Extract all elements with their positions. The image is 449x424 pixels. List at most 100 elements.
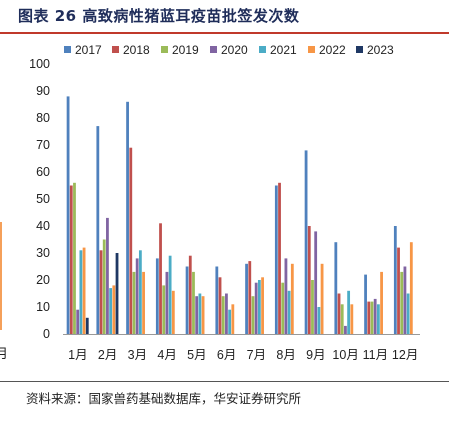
bar-2017-10 <box>334 242 338 334</box>
bar-2022-9 <box>320 263 324 334</box>
bar-2018-1 <box>69 185 73 334</box>
bar-2019-5 <box>192 271 195 334</box>
bar-2017-4 <box>155 258 159 334</box>
bar-2022-4 <box>171 290 175 334</box>
y-tick-label: 80 <box>36 111 50 125</box>
source-rule <box>0 381 449 382</box>
bar-2019-12 <box>400 271 404 334</box>
bar-2017-9 <box>304 150 308 334</box>
legend-label-2018: 2018 <box>123 43 150 57</box>
bar-2018-5 <box>188 255 192 334</box>
bar-2022-3 <box>142 271 145 334</box>
bar-2019-11 <box>370 301 374 334</box>
bar-2021-2 <box>109 288 113 334</box>
bar-2017-7 <box>245 263 248 334</box>
legend-swatch-2019 <box>161 46 168 53</box>
y-tick-label: 70 <box>36 138 50 152</box>
y-tick-label: 30 <box>36 246 50 260</box>
bar-2020-4 <box>165 271 169 334</box>
legend-swatch-2020 <box>210 46 217 53</box>
bar-2019-1 <box>73 182 76 334</box>
bar-2017-2 <box>96 126 100 334</box>
bar-2017-12 <box>393 226 397 334</box>
bar-2017-3 <box>126 101 129 334</box>
bar-2022-6 <box>231 304 235 334</box>
title-rule <box>0 32 449 34</box>
bar-2020-1 <box>76 309 80 334</box>
bar-2023-1 <box>85 317 89 334</box>
bar-2020-5 <box>195 296 199 334</box>
x-tick-label: 3月 <box>128 348 147 362</box>
bar-2021-6 <box>228 309 232 334</box>
y-tick-label: 50 <box>36 192 50 206</box>
bar-2018-2 <box>99 250 103 334</box>
y-tick-label: 0 <box>43 327 50 341</box>
y-tick-label: 90 <box>36 84 50 98</box>
bar-2022-2 <box>112 285 116 334</box>
bar-2020-12 <box>403 266 407 334</box>
bar-2017-11 <box>364 274 367 334</box>
legend-swatch-2017 <box>64 46 71 53</box>
chart-title: 图表 26 高致病性猪蓝耳疫苗批签发次数 <box>18 7 300 25</box>
y-tick-label: 10 <box>36 300 50 314</box>
bar-2022-12 <box>409 242 413 334</box>
bar-2018-12 <box>397 247 400 334</box>
x-tick-label: 7月 <box>247 348 266 362</box>
legend-label-2021: 2021 <box>270 43 297 57</box>
bar-2019-4 <box>162 285 166 334</box>
bar-2021-7 <box>257 280 261 334</box>
left-edge-fragment-bar <box>0 222 2 330</box>
bar-2020-2 <box>106 217 109 334</box>
bar-2021-10 <box>347 290 351 334</box>
x-axis: 1月 2月 3月 4月 5月 6月 7月 8月 9月 10月 11月 12月 <box>63 334 420 362</box>
y-tick-label: 100 <box>29 57 50 71</box>
legend-swatch-2018 <box>112 46 119 53</box>
x-tick-label: 5月 <box>187 348 206 362</box>
bar-2021-9 <box>317 307 321 334</box>
bar-2020-7 <box>254 282 258 334</box>
bar-2021-12 <box>406 293 410 334</box>
bar-2021-5 <box>198 293 202 334</box>
x-tick-label: 2月 <box>98 348 117 362</box>
bar-2022-8 <box>290 263 294 334</box>
x-tick-label: 6月 <box>217 348 236 362</box>
legend-swatch-2023 <box>356 46 363 53</box>
bar-2020-11 <box>373 298 377 334</box>
bar-2018-10 <box>337 293 341 334</box>
bar-2020-6 <box>225 293 228 334</box>
bar-2020-8 <box>284 258 288 334</box>
x-tick-label: 11月 <box>363 348 388 362</box>
bar-2017-8 <box>274 185 278 334</box>
bar-2019-2 <box>102 239 106 334</box>
legend-label-2022: 2022 <box>319 43 346 57</box>
legend: 2017 2018 2019 2020 2021 2022 2023 <box>64 43 394 57</box>
bar-2018-11 <box>367 301 371 334</box>
bar-2022-5 <box>201 296 205 334</box>
bar-2017-5 <box>185 266 189 334</box>
x-tick-label: 1月 <box>68 348 87 362</box>
y-tick-label: 40 <box>36 219 50 233</box>
bar-2021-3 <box>138 250 142 334</box>
bar-2019-7 <box>251 296 255 334</box>
bar-2018-3 <box>129 147 133 334</box>
x-tick-label: 12月 <box>392 348 418 362</box>
bar-2022-11 <box>380 271 383 334</box>
legend-label-2019: 2019 <box>172 43 199 57</box>
bar-2019-9 <box>311 280 314 334</box>
legend-swatch-2021 <box>259 46 266 53</box>
y-tick-label: 60 <box>36 165 50 179</box>
legend-label-2020: 2020 <box>221 43 248 57</box>
bar-chart: 2017 2018 2019 2020 2021 2022 2023 0 10 20 30 40 50… <box>29 43 420 362</box>
bar-2019-6 <box>221 296 225 334</box>
bar-2020-9 <box>314 231 318 334</box>
bar-2018-7 <box>248 261 252 334</box>
bar-2018-4 <box>159 223 162 334</box>
bar-2021-11 <box>376 304 380 334</box>
y-tick-label: 20 <box>36 273 50 287</box>
x-tick-label: 4月 <box>157 348 176 362</box>
bar-2018-8 <box>278 182 281 334</box>
bar-2021-8 <box>287 290 291 334</box>
bar-2020-3 <box>135 258 139 334</box>
bar-2022-10 <box>350 304 354 334</box>
bar-2022-7 <box>261 277 264 334</box>
